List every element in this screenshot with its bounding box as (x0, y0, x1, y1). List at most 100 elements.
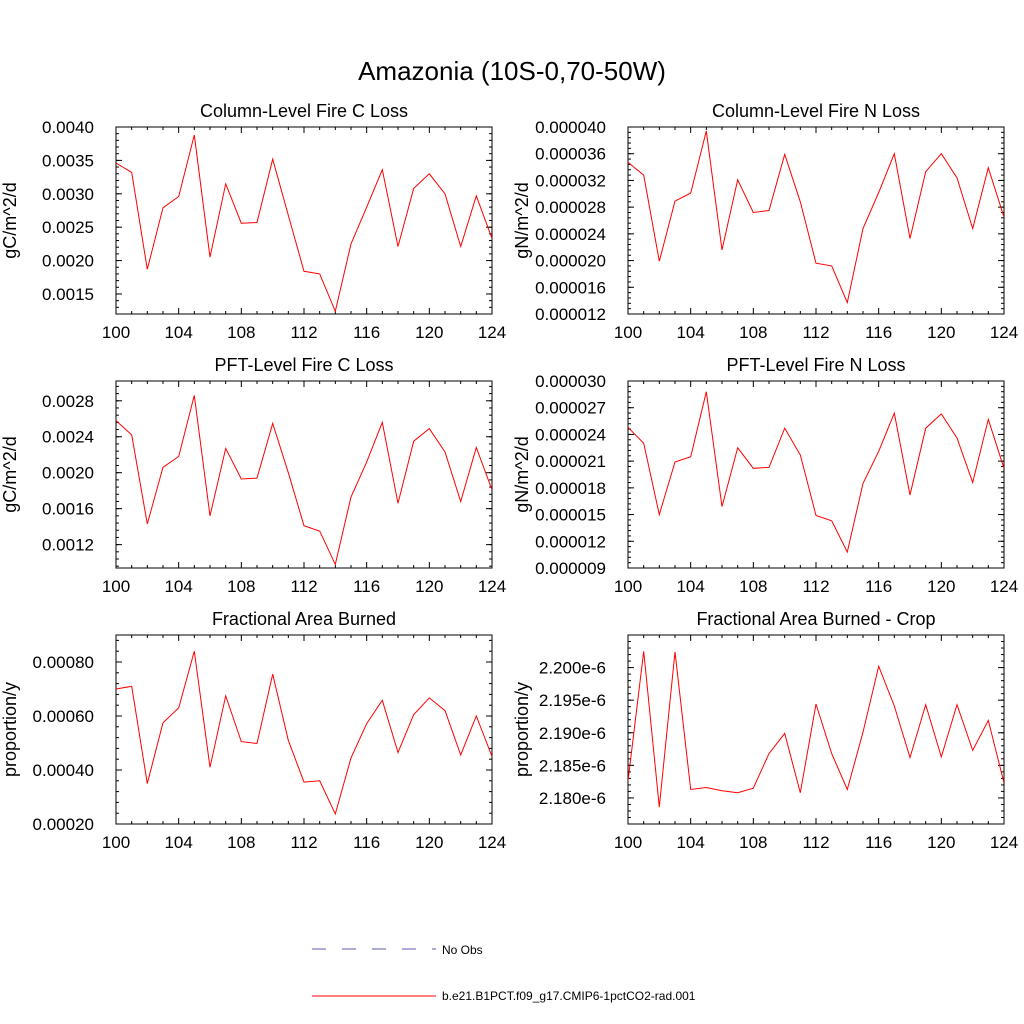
x-tick-label: 104 (676, 833, 704, 852)
chart-title: Fractional Area Burned - Crop (696, 609, 935, 629)
chart-title: PFT-Level Fire N Loss (726, 355, 905, 375)
x-tick-label: 104 (164, 323, 192, 342)
x-tick-label: 104 (676, 577, 704, 596)
y-tick-label: 2.195e-6 (539, 691, 606, 710)
y-tick-label: 2.185e-6 (539, 756, 606, 775)
plot-frame (115, 380, 493, 569)
plot-frame (627, 380, 1005, 569)
x-tick-label: 112 (802, 323, 829, 342)
y-axis-label: gC/m^2/d (0, 182, 20, 258)
x-tick-label: 120 (927, 323, 955, 342)
chart-panel-4: PFT-Level Fire N Loss 100 104 108 112 116 120 1… (512, 355, 1018, 596)
y-tick-label: 0.0012 (42, 536, 94, 555)
legend: No Obs b.e21.B1PCT.f09_g17.CMIP6-1pctCO2… (312, 943, 696, 1003)
y-axis-label: gN/m^2/d (512, 436, 532, 512)
plot-frame (115, 634, 493, 825)
x-tick-label: 120 (415, 833, 443, 852)
y-tick-label: 0.000012 (535, 305, 606, 324)
x-tick-label: 112 (802, 577, 829, 596)
series-line (628, 130, 1004, 305)
x-tick-label: 120 (415, 577, 443, 596)
x-tick-label: 112 (290, 323, 317, 342)
y-tick-label: 0.0015 (42, 285, 94, 304)
y-tick-label: 0.000015 (535, 506, 606, 525)
plot-frame (627, 126, 1005, 315)
y-tick-label: 0.000012 (535, 532, 606, 551)
series-line (116, 395, 492, 566)
y-tick-label: 0.00080 (33, 653, 94, 672)
chart-panel-3: PFT-Level Fire C Loss 100 104 108 112 116 120 1… (0, 355, 506, 596)
plot-frame (627, 634, 1005, 825)
x-tick-label: 116 (353, 323, 380, 342)
x-tick-label: 100 (614, 577, 642, 596)
x-tick-label: 100 (614, 323, 642, 342)
x-tick-label: 100 (614, 833, 642, 852)
legend-model-label: b.e21.B1PCT.f09_g17.CMIP6-1pctCO2-rad.00… (442, 989, 696, 1003)
x-tick-label: 120 (415, 323, 443, 342)
x-tick-label: 124 (990, 323, 1018, 342)
y-tick-label: 0.0035 (42, 151, 94, 170)
y-tick-label: 0.0030 (42, 185, 94, 204)
y-tick-label: 0.00060 (33, 707, 94, 726)
y-axis-label: gN/m^2/d (512, 182, 532, 258)
x-tick-label: 104 (164, 577, 192, 596)
series-line (628, 651, 1004, 808)
y-tick-label: 0.0028 (42, 392, 94, 411)
y-tick-label: 2.180e-6 (539, 789, 606, 808)
chart-panel-1: Column-Level Fire C Loss 100 104 108 112 116 1… (0, 101, 506, 342)
x-tick-label: 124 (478, 833, 506, 852)
y-tick-label: 0.000036 (535, 145, 606, 164)
figure-title: Amazonia (10S-0,70-50W) (358, 56, 666, 86)
x-tick-label: 108 (739, 577, 767, 596)
x-tick-label: 108 (739, 833, 767, 852)
x-tick-label: 104 (676, 323, 704, 342)
y-tick-label: 0.0025 (42, 218, 94, 237)
chart-title: Column-Level Fire C Loss (200, 101, 408, 121)
y-tick-label: 0.000032 (535, 171, 606, 190)
y-axis-label: proportion/y (512, 682, 532, 777)
x-tick-label: 112 (802, 833, 829, 852)
x-tick-label: 100 (102, 833, 130, 852)
x-tick-label: 108 (227, 323, 255, 342)
y-tick-label: 2.200e-6 (539, 659, 606, 678)
y-tick-label: 0.000018 (535, 479, 606, 498)
x-tick-label: 112 (290, 833, 317, 852)
x-tick-label: 108 (227, 833, 255, 852)
y-tick-label: 0.000024 (535, 425, 606, 444)
y-tick-label: 0.0040 (42, 118, 94, 137)
y-tick-label: 0.000016 (535, 278, 606, 297)
x-tick-label: 124 (990, 577, 1018, 596)
x-tick-label: 120 (927, 833, 955, 852)
x-tick-label: 116 (865, 577, 892, 596)
y-tick-label: 0.000040 (535, 118, 606, 137)
x-tick-label: 120 (927, 577, 955, 596)
x-tick-label: 124 (478, 577, 506, 596)
series-line (116, 651, 492, 816)
y-tick-label: 0.00020 (33, 815, 94, 834)
y-tick-label: 0.000020 (535, 252, 606, 271)
plot-frame (115, 126, 493, 315)
chart-panel-6: Fractional Area Burned - Crop 100 104 108 11… (512, 609, 1018, 852)
y-tick-label: 0.000027 (535, 399, 606, 418)
chart-title: Fractional Area Burned (212, 609, 396, 629)
chart-panel-2: Column-Level Fire N Loss 100 104 108 112 116 1… (512, 101, 1018, 342)
y-tick-label: 0.0020 (42, 252, 94, 271)
y-tick-label: 0.0020 (42, 464, 94, 483)
x-tick-label: 124 (990, 833, 1018, 852)
x-tick-label: 100 (102, 577, 130, 596)
y-tick-label: 0.000021 (535, 452, 606, 471)
x-tick-label: 116 (865, 833, 892, 852)
y-axis-label: gC/m^2/d (0, 436, 20, 512)
chart-panels: Column-Level Fire C Loss 100 104 108 112 116 1… (0, 101, 1018, 852)
x-tick-label: 116 (865, 323, 892, 342)
y-axis-label: proportion/y (0, 682, 20, 777)
chart-panel-5: Fractional Area Burned 100 104 108 112 116 120… (0, 609, 506, 852)
y-tick-label: 0.00040 (33, 761, 94, 780)
y-tick-label: 0.000009 (535, 559, 606, 578)
y-tick-label: 0.000024 (535, 225, 606, 244)
y-tick-label: 0.0024 (42, 428, 94, 447)
y-tick-label: 0.000030 (535, 372, 606, 391)
x-tick-label: 100 (102, 323, 130, 342)
y-tick-label: 0.0016 (42, 500, 94, 519)
